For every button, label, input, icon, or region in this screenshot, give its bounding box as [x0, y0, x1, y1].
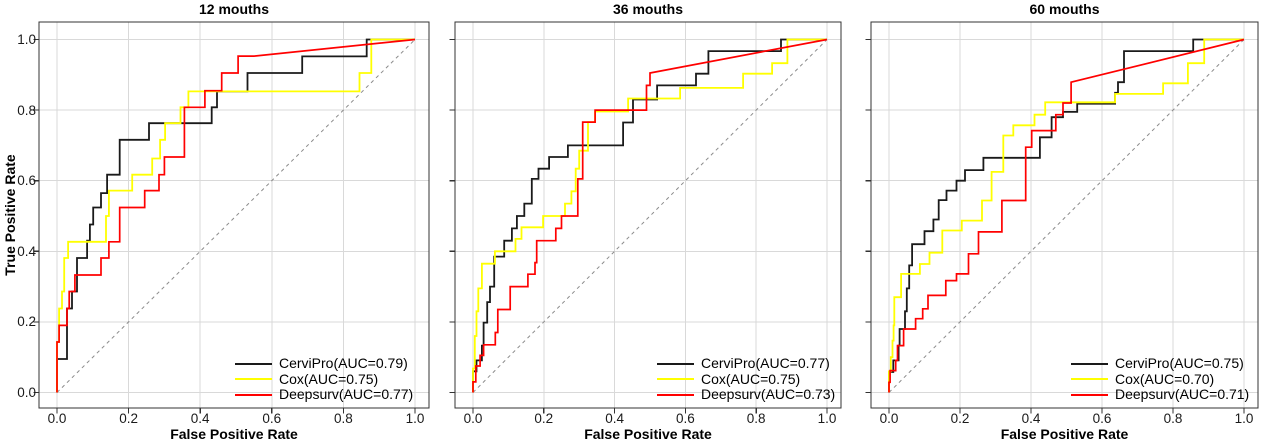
y-tick-label: 1.0: [17, 32, 36, 47]
legend-swatch-deepsurv: [657, 393, 694, 396]
panel-border: [454, 21, 842, 409]
legend-label-cox: Cox(AUC=0.70): [1115, 370, 1215, 387]
legend-label-cervipro: CerviPro(AUC=0.77): [701, 355, 830, 371]
x-tick-label: 1.0: [817, 411, 837, 426]
y-tick-label: 0.4: [17, 243, 36, 259]
x-tick-label: 1.0: [1234, 411, 1254, 426]
legend-item: Deepsurv(AUC=0.77): [235, 387, 413, 403]
legend-panel-1: CerviPro(AUC=0.79) Cox(AUC=0.75) Deepsurv(…: [235, 355, 413, 403]
legend-item: CerviPro(AUC=0.77): [657, 355, 835, 372]
x-axis-title-panel-1: False Positive Rate: [170, 426, 298, 442]
legend-item: Deepsurv(AUC=0.71): [1071, 387, 1249, 403]
diagonal-reference-line: [472, 39, 828, 393]
legend-item: Cox(AUC=0.75): [657, 370, 835, 388]
panel-title-36-mouths: 36 mouths: [612, 1, 683, 17]
x-tick-label: 1.0: [405, 411, 425, 426]
roc-curve-cox: [56, 38, 415, 393]
y-tick-label: 0.0: [17, 385, 36, 400]
roc-curve-cox: [888, 38, 1244, 393]
x-axis-title-panel-2: False Positive Rate: [584, 426, 712, 442]
roc-curve-deepsurv: [472, 38, 828, 393]
legend-swatch-cervipro: [1071, 362, 1108, 365]
legend-swatch-cervipro: [235, 362, 272, 365]
x-tick-label: 0.0: [463, 411, 483, 426]
legend-swatch-deepsurv: [1071, 393, 1108, 396]
legend-label-deepsurv: Deepsurv(AUC=0.77): [279, 386, 414, 403]
y-tick-label: 0.6: [17, 173, 36, 189]
legend-label-deepsurv: Deepsurv(AUC=0.73): [701, 386, 836, 403]
x-tick-label: 0.8: [746, 411, 766, 426]
y-tick-label: 0.8: [17, 102, 36, 118]
x-tick-label: 0.0: [879, 411, 899, 426]
panel-border: [38, 21, 430, 409]
panel-title-12-mouths: 12 mouths: [198, 1, 269, 17]
legend-panel-3: CerviPro(AUC=0.75) Cox(AUC=0.70) Deepsurv(…: [1071, 355, 1249, 403]
legend-item: CerviPro(AUC=0.75): [1071, 355, 1249, 372]
x-tick-label: 0.2: [534, 411, 554, 426]
legend-item: Cox(AUC=0.70): [1071, 370, 1249, 388]
x-tick-label: 0.2: [950, 411, 970, 426]
diagonal-reference-line: [888, 39, 1245, 393]
x-tick-label: 0.8: [1163, 411, 1183, 426]
x-tick-label: 0.8: [334, 411, 353, 426]
x-tick-label: 0.6: [1092, 411, 1112, 426]
legend-panel-2: CerviPro(AUC=0.77) Cox(AUC=0.75) Deepsurv(…: [657, 355, 835, 403]
legend-label-cox: Cox(AUC=0.75): [701, 370, 801, 387]
legend-item: Cox(AUC=0.75): [235, 370, 413, 388]
x-tick-label: 0.6: [676, 411, 695, 426]
panel-title-60-mouths: 60 mouths: [1029, 1, 1100, 17]
legend-label-deepsurv: Deepsurv(AUC=0.71): [1115, 386, 1250, 403]
panel-border: [870, 21, 1259, 409]
legend-swatch-cox: [235, 378, 272, 381]
roc-curve-deepsurv: [888, 38, 1245, 393]
x-tick-label: 0.4: [605, 411, 624, 426]
roc-curve-cervipro: [472, 38, 827, 393]
x-tick-label: 0.4: [1021, 411, 1041, 426]
legend-label-cervipro: CerviPro(AUC=0.79): [279, 355, 408, 371]
roc-curve-deepsurv: [56, 38, 416, 393]
legend-swatch-deepsurv: [235, 393, 272, 396]
roc-curve-cox: [472, 38, 827, 393]
x-tick-label: 0.6: [262, 411, 282, 426]
x-axis-title-panel-3: False Positive Rate: [1000, 426, 1129, 442]
legend-swatch-cox: [1071, 378, 1108, 381]
diagonal-reference-line: [56, 39, 416, 393]
y-tick-label: 0.2: [17, 314, 36, 330]
x-tick-label: 0.2: [119, 411, 138, 426]
legend-swatch-cervipro: [657, 362, 694, 365]
x-tick-label: 0.0: [47, 411, 67, 426]
x-tick-label: 0.4: [190, 411, 210, 426]
legend-swatch-cox: [657, 378, 694, 381]
legend-item: CerviPro(AUC=0.79): [235, 355, 413, 372]
legend-label-cox: Cox(AUC=0.75): [279, 370, 379, 387]
legend-label-cervipro: CerviPro(AUC=0.75): [1115, 355, 1244, 371]
legend-item: Deepsurv(AUC=0.73): [657, 387, 835, 403]
